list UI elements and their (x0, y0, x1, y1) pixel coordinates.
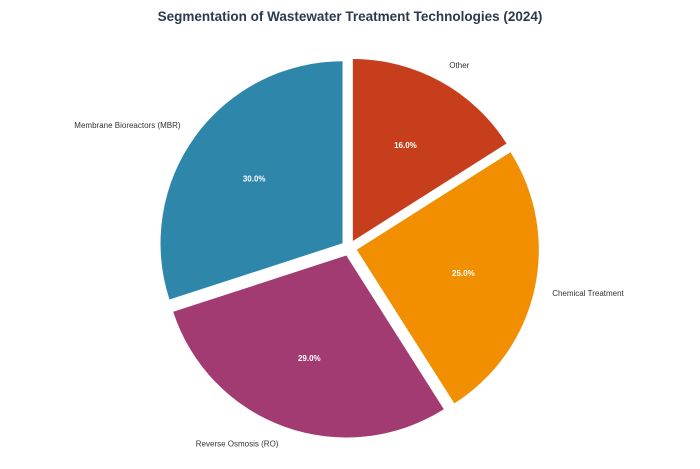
pie-slice-other (352, 58, 507, 241)
pct-label-chemical-treatment: 25.0% (452, 269, 475, 278)
category-label-membrane-bioreactors-mbr: Membrane Bioreactors (MBR) (74, 121, 181, 130)
pie-slice-chemical-treatment (356, 152, 539, 404)
pct-label-other: 16.0% (394, 141, 417, 150)
category-label-chemical-treatment: Chemical Treatment (552, 289, 624, 298)
chart-title: Segmentation of Wastewater Treatment Tec… (157, 9, 543, 24)
category-label-other: Other (449, 61, 469, 70)
pie-slice-membrane-bioreactors-mbr (160, 61, 343, 300)
pie-labels: 30.0% Membrane Bioreactors (MBR) 29.0% Reve… (74, 61, 624, 448)
pie-slices (160, 58, 539, 438)
pct-label-reverse-osmosis-ro: 29.0% (298, 354, 321, 363)
pie-slice-reverse-osmosis-ro (173, 255, 444, 438)
pct-label-membrane-bioreactors-mbr: 30.0% (243, 175, 266, 184)
category-label-reverse-osmosis-ro: Reverse Osmosis (RO) (196, 439, 279, 448)
